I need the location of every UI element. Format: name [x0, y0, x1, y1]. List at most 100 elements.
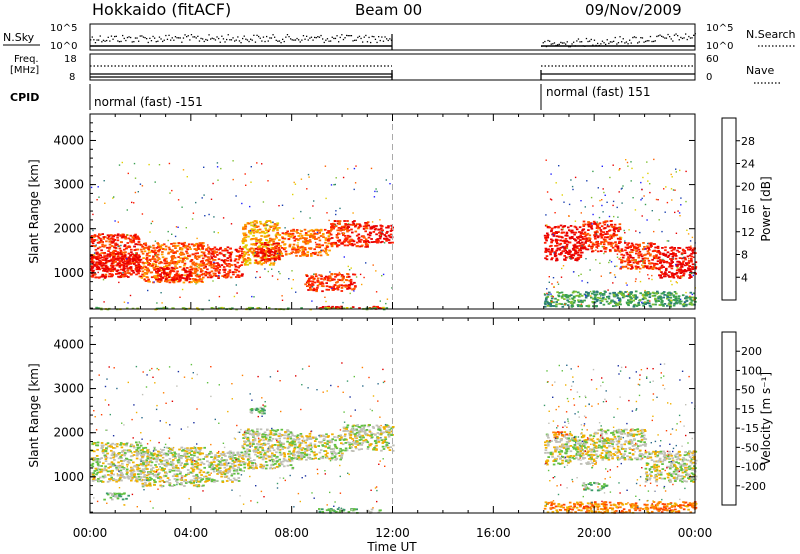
data-cell [323, 277, 327, 279]
data-cell [375, 306, 379, 308]
nsky-dot [101, 41, 103, 43]
data-cell [103, 467, 107, 470]
data-cell [578, 300, 582, 303]
data-cell [244, 225, 248, 228]
data-cell [564, 245, 568, 248]
data-cell [148, 482, 152, 485]
data-cell [677, 251, 681, 253]
data-cell [309, 233, 313, 235]
data-cell [113, 234, 117, 237]
data-cell [346, 236, 350, 239]
data-cell [688, 248, 692, 251]
nsky-dot [286, 34, 289, 36]
noise-cell [677, 210, 679, 212]
data-cell [106, 452, 109, 455]
noise-cell [557, 253, 560, 255]
noise-cell [602, 222, 604, 224]
data-cell [165, 262, 168, 265]
data-cell [275, 236, 278, 239]
noise-cell [585, 258, 587, 260]
data-cell [223, 274, 227, 277]
data-cell [675, 269, 679, 272]
data-cell [112, 464, 116, 467]
data-cell [278, 258, 281, 261]
data-cell [324, 237, 328, 240]
data-cell [631, 259, 634, 262]
data-cell [647, 247, 650, 250]
data-cell [180, 248, 184, 251]
data-cell [254, 254, 257, 257]
data-cell [351, 221, 355, 223]
data-cell [329, 233, 333, 236]
data-cell [675, 292, 678, 295]
noise-cell [333, 184, 335, 186]
data-cell [585, 248, 588, 251]
data-cell [148, 263, 152, 265]
data-cell [358, 307, 361, 309]
data-cell [185, 277, 189, 279]
noise-cell [561, 194, 563, 196]
nsky-dot [326, 38, 329, 40]
data-cell [329, 277, 333, 280]
noise-cell [602, 188, 604, 190]
data-cell [140, 470, 144, 473]
data-cell [158, 244, 161, 247]
data-cell [103, 256, 106, 259]
data-cell [641, 248, 645, 251]
data-cell [627, 242, 630, 245]
data-cell [105, 456, 109, 459]
data-cell [128, 259, 131, 261]
data-cell [594, 298, 597, 301]
noise-cell [601, 245, 603, 248]
nsky-dot [587, 40, 589, 43]
data-cell [292, 237, 296, 239]
data-cell [160, 267, 164, 269]
data-cell [637, 252, 641, 254]
data-cell [131, 236, 135, 239]
data-cell [609, 234, 612, 237]
noise-cell [196, 273, 199, 275]
data-cell [159, 275, 163, 277]
noise-cell [182, 169, 185, 171]
data-cell [330, 223, 333, 225]
data-cell [198, 448, 201, 450]
nsky-dot [200, 37, 202, 40]
data-cell [290, 252, 293, 255]
data-cell [240, 255, 243, 257]
data-cell [151, 249, 154, 252]
data-cell [630, 251, 634, 253]
data-cell [654, 246, 657, 249]
data-cell [268, 237, 272, 240]
data-cell [646, 265, 649, 268]
nsky-dot [181, 41, 183, 43]
noise-cell [614, 265, 616, 268]
data-cell [160, 451, 163, 454]
data-cell [135, 270, 139, 273]
data-cell [610, 245, 613, 247]
data-cell [157, 249, 161, 252]
nsky-dot [694, 33, 696, 35]
noise-cell [679, 215, 681, 217]
data-cell [373, 228, 377, 231]
data-cell [632, 257, 635, 259]
data-cell [661, 247, 664, 249]
data-cell [596, 299, 599, 301]
noise-cell [677, 267, 679, 269]
data-cell [296, 246, 300, 248]
data-cell [645, 294, 648, 297]
nsky-dot [365, 34, 367, 37]
nsky-dot [681, 37, 684, 40]
data-cell [238, 254, 242, 257]
data-cell [276, 250, 280, 253]
data-cell [358, 245, 361, 248]
nsky-dot [166, 38, 169, 40]
data-cell [678, 247, 682, 249]
data-cell [223, 269, 227, 271]
data-cell [115, 264, 119, 267]
data-cell [571, 229, 574, 232]
data-cell [105, 240, 108, 243]
data-cell [648, 248, 651, 251]
data-cell [94, 467, 98, 470]
noise-cell [616, 206, 618, 209]
data-cell [596, 236, 600, 239]
